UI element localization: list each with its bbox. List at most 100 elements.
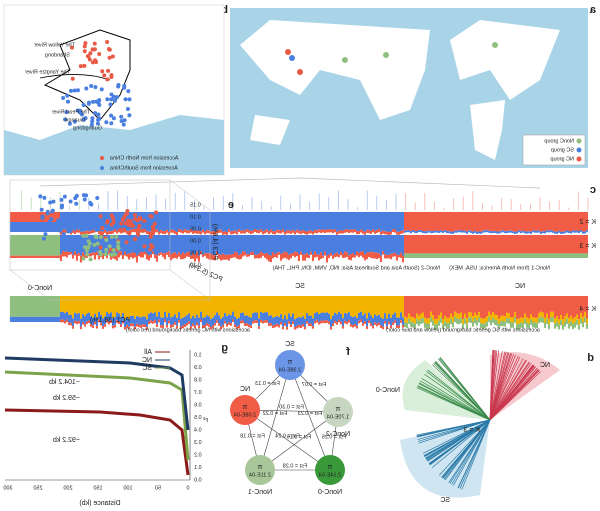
ancestry-segment xyxy=(271,325,274,328)
ancestry-segment xyxy=(525,235,528,254)
ancestry-segment xyxy=(369,212,372,231)
ancestry-segment xyxy=(569,296,572,316)
ancestry-segment xyxy=(199,235,202,252)
ancestry-segment xyxy=(49,316,52,322)
ancestry-segment xyxy=(195,251,198,259)
ancestry-segment xyxy=(355,235,358,252)
ancestry-segment xyxy=(223,235,226,255)
ancestry-segment xyxy=(193,235,196,255)
ancestry-segment xyxy=(65,311,68,320)
ancestry-segment xyxy=(179,235,182,255)
x-tick-label: 200 xyxy=(63,485,72,491)
text-shape: accessions with NC genetic background (r… xyxy=(126,327,250,333)
ancestry-segment xyxy=(295,318,298,326)
pc-point xyxy=(74,201,79,206)
ancestry-segment xyxy=(471,231,474,234)
ancestry-segment xyxy=(341,296,344,319)
pc-point xyxy=(109,234,114,239)
ancestry-segment xyxy=(15,316,18,322)
ancestry-segment xyxy=(269,212,272,230)
ancestry-segment xyxy=(319,313,322,321)
ancestry-segment xyxy=(169,229,172,233)
pc-point xyxy=(84,233,89,238)
ancestry-segment xyxy=(485,230,488,233)
text-shape: SC xyxy=(295,283,305,290)
ancestry-segment xyxy=(95,212,98,230)
ancestry-segment xyxy=(501,235,504,254)
ancestry-segment xyxy=(503,316,506,322)
ancestry-segment xyxy=(125,317,128,326)
ancestry-segment xyxy=(553,235,556,254)
ancestry-segment xyxy=(559,253,562,258)
ancestry-segment xyxy=(43,235,46,256)
path-shape xyxy=(43,29,131,121)
ancestry-segment xyxy=(225,231,228,235)
ancestry-segment xyxy=(331,230,334,234)
ancestry-segment xyxy=(503,212,506,232)
ancestry-segment xyxy=(341,235,344,255)
ancestry-segment xyxy=(299,231,302,235)
ancestry-segment xyxy=(441,319,444,325)
ancestry-segment xyxy=(317,229,320,233)
g-shape xyxy=(61,40,132,127)
ancestry-segment xyxy=(343,296,346,314)
ancestry-segment xyxy=(381,251,384,255)
ancestry-segment xyxy=(59,319,62,323)
ancestry-segment xyxy=(547,324,550,330)
ancestry-segment xyxy=(81,235,84,253)
ancestry-segment xyxy=(537,235,540,254)
ancestry-segment xyxy=(213,255,216,261)
ancestry-segment xyxy=(251,296,254,314)
pc-point xyxy=(135,229,140,234)
ancestry-segment xyxy=(567,323,570,329)
accession-dot xyxy=(122,118,127,123)
text-shape: K = 3 xyxy=(463,427,480,434)
ancestry-segment xyxy=(411,296,414,318)
ancestry-segment xyxy=(525,212,528,232)
ancestry-segment xyxy=(249,252,252,255)
ancestry-segment xyxy=(337,319,340,323)
ancestry-segment xyxy=(499,235,502,254)
ancestry-segment xyxy=(307,323,310,327)
ancestry-segment xyxy=(389,317,392,326)
text-shape: a xyxy=(589,4,596,16)
ancestry-segment xyxy=(407,212,410,231)
ancestry-segment xyxy=(285,235,288,253)
ancestry-segment xyxy=(227,296,230,315)
pc-point xyxy=(68,219,73,224)
ancestry-segment xyxy=(473,212,476,231)
ancestry-segment xyxy=(423,231,426,234)
ancestry-segment xyxy=(565,253,568,258)
ancestry-segment xyxy=(437,235,440,254)
ancestry-segment xyxy=(385,254,388,259)
ancestry-segment xyxy=(437,296,440,316)
fst-label: Fst = 0.23 xyxy=(298,411,323,417)
ancestry-segment xyxy=(511,235,514,254)
ancestry-segment xyxy=(75,321,78,325)
ancestry-segment xyxy=(171,316,174,325)
ancestry-segment xyxy=(233,251,236,258)
accession-dot xyxy=(70,76,75,81)
ancestry-segment xyxy=(201,325,204,329)
ancestry-segment xyxy=(337,235,340,255)
text-shape: K = 3 xyxy=(579,243,596,250)
mirrored-figure: a NonC group SC group NC group b The Yel… xyxy=(3,4,596,507)
ancestry-segment xyxy=(447,235,450,254)
pi-symbol: π xyxy=(327,464,332,471)
text-shape: f xyxy=(346,346,350,358)
ancestry-segment xyxy=(513,231,516,234)
ancestry-segment xyxy=(19,316,22,322)
ancestry-segment xyxy=(551,253,554,258)
ancestry-segment xyxy=(445,212,448,232)
ancestry-segment xyxy=(513,296,516,313)
accession-dot xyxy=(105,97,110,102)
ancestry-segment xyxy=(35,212,38,222)
ancestry-segment xyxy=(349,235,352,255)
ancestry-segment xyxy=(467,296,470,313)
ancestry-segment xyxy=(79,318,82,327)
ancestry-segment xyxy=(579,296,582,314)
ancestry-segment xyxy=(367,212,370,231)
branch xyxy=(489,365,534,421)
ancestry-segment xyxy=(19,222,22,232)
branch xyxy=(422,419,491,454)
